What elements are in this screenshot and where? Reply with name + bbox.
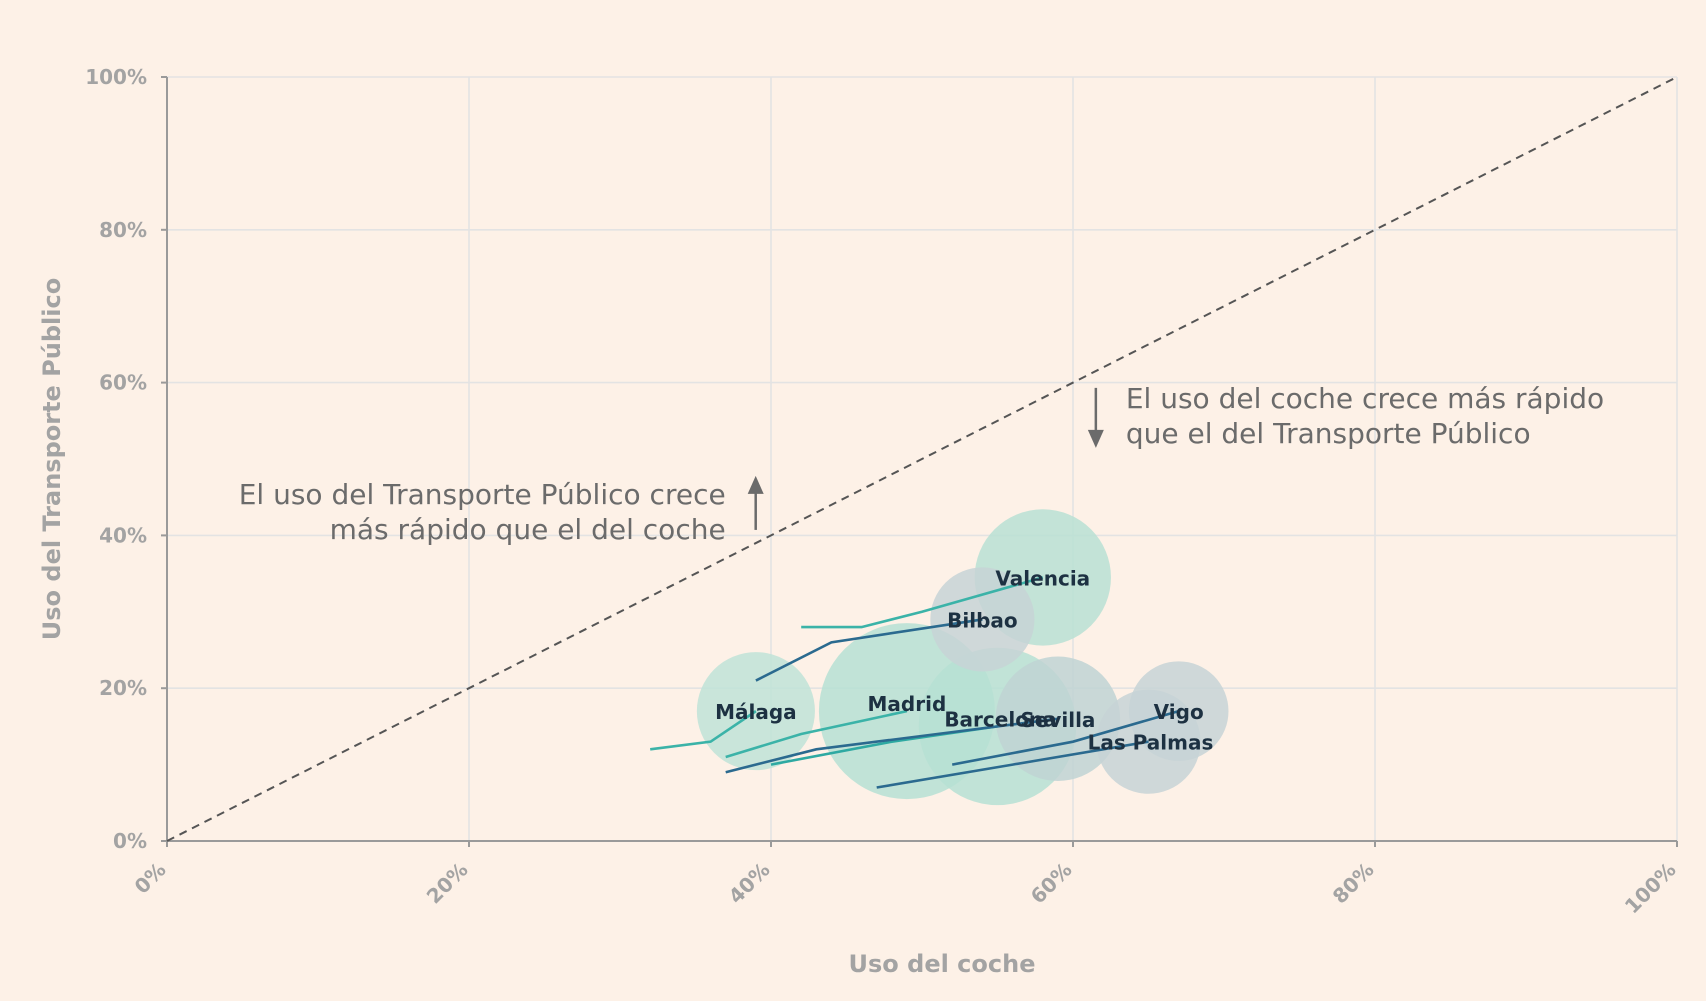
x-tick-label: 0% [130,858,171,899]
bubble-bilbao [930,567,1035,672]
trail-bilbao [755,618,983,682]
annotation-text: que el del Transporte Público [1126,417,1531,450]
city-label-madrid: Madrid [868,692,947,716]
x-tick-label: 60% [1026,858,1077,909]
city-label-málaga: Málaga [715,700,797,724]
y-tick-label: 80% [99,218,147,242]
city-label-vigo: Vigo [1154,700,1204,724]
y-tick-label: 20% [99,676,147,700]
trail-málaga [650,710,757,751]
annotation-arrow-down-head [1087,429,1104,448]
y-tick-label: 0% [113,829,147,853]
city-label-barcelona: Barcelona [944,707,1056,731]
annotation-text: más rápido que el del coche [330,513,726,546]
trail-sevilla [725,717,1059,774]
trail-vigo [951,709,1180,766]
trail-las-palmas [876,740,1149,789]
city-label-las-palmas: Las Palmas [1088,731,1214,755]
annotation-text: El uso del Transporte Público crece [239,478,726,511]
y-tick-label: 60% [99,371,147,395]
y-tick-label: 100% [85,65,147,89]
x-axis-title: Uso del coche [849,950,1036,978]
x-tick-label: 40% [724,858,775,909]
annotation-arrow-up-head [747,475,764,494]
x-tick-label: 100% [1620,858,1681,919]
trail-valencia [801,576,1044,629]
city-label-sevilla: Sevilla [1020,708,1095,732]
reference-diagonal-line [166,76,1678,842]
annotation-text: El uso del coche crece más rápido [1126,382,1604,415]
city-label-valencia: Valencia [995,566,1090,590]
x-tick-label: 80% [1328,858,1379,909]
x-tick-label: 20% [422,858,473,909]
y-axis-title: Uso del Transporte Público [38,278,66,640]
trail-madrid [725,709,908,759]
city-label-bilbao: Bilbao [947,608,1018,632]
y-tick-label: 40% [99,523,147,547]
